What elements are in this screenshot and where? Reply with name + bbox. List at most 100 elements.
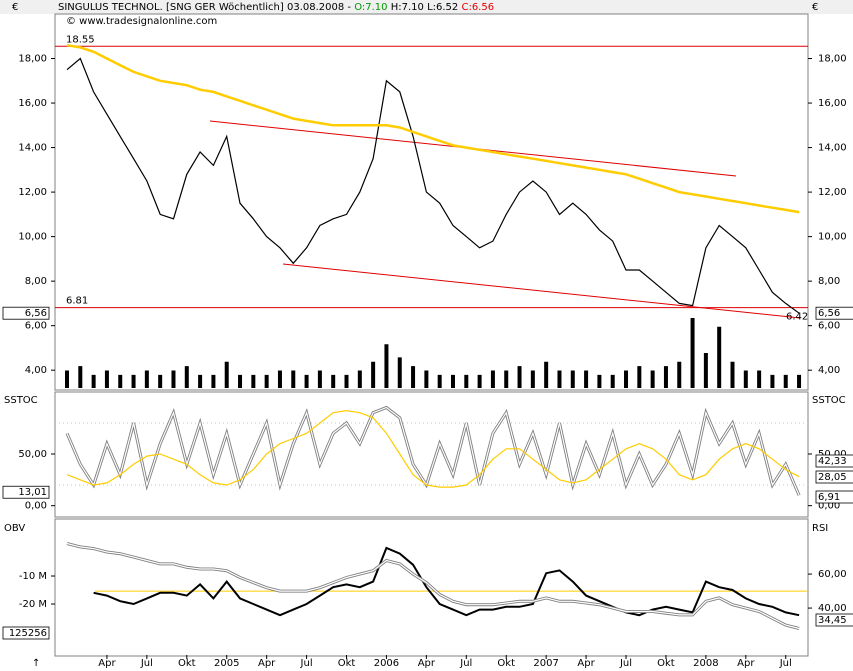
- volume-bar: [78, 366, 83, 388]
- x-tick-label: Jul: [300, 658, 313, 669]
- volume-bar: [264, 374, 269, 388]
- x-tick-label: Okt: [657, 658, 675, 669]
- volume-bar: [544, 361, 549, 388]
- volume-bar: [690, 318, 695, 388]
- volume-bar: [65, 370, 69, 388]
- volume-bar: [331, 374, 336, 388]
- y-tick-label: 14,00: [18, 143, 47, 154]
- y-tick-label: 6,00: [25, 321, 47, 332]
- panel-label: OBV: [4, 523, 25, 534]
- value-box: [815, 470, 853, 484]
- volume-bar: [251, 374, 256, 388]
- series-line: [66, 409, 800, 488]
- currency: €: [12, 2, 18, 13]
- x-tick-label: Okt: [497, 658, 515, 669]
- header: SINGULUS TECHNOL. [SNG GER Wöchentlich] …: [58, 2, 494, 13]
- volume-bar: [584, 370, 589, 388]
- volume-bar: [91, 374, 96, 388]
- volume-bar: [743, 370, 748, 388]
- series-line: [66, 542, 800, 630]
- volume-bar: [464, 374, 469, 388]
- volume-bar: [144, 370, 149, 388]
- x-tick-label: Okt: [338, 658, 356, 669]
- volume-bar: [450, 374, 455, 388]
- x-tick-label: Apr: [737, 658, 755, 669]
- volume-bar: [757, 370, 762, 388]
- trend-line: [282, 263, 801, 319]
- panel-frame: [54, 13, 809, 391]
- y-tick-label: 10,00: [818, 232, 847, 243]
- value-box: [2, 626, 50, 640]
- volume-bar: [238, 374, 243, 388]
- volume-bar: [397, 357, 402, 388]
- panel-label: SSTOC: [4, 395, 38, 406]
- volume-bar: [650, 370, 655, 388]
- volume-bar: [411, 366, 416, 388]
- value-box: [815, 454, 853, 468]
- y-tick-label: 8,00: [818, 276, 840, 287]
- y-tick-label: -10 M: [19, 571, 47, 582]
- volume-bar: [624, 370, 629, 388]
- volume-bar: [517, 366, 522, 388]
- volume-bar: [198, 374, 203, 388]
- volume-bar: [118, 374, 123, 388]
- y-tick-label: 12,00: [18, 187, 47, 198]
- volume-bar: [211, 374, 216, 388]
- volume-bar: [703, 353, 708, 388]
- volume-bar: [730, 361, 735, 388]
- x-tick-label: 2005: [214, 658, 239, 669]
- value-box: [815, 613, 853, 627]
- volume-bar: [490, 370, 495, 388]
- volume-bar: [184, 366, 189, 388]
- x-tick-label: 2006: [374, 658, 399, 669]
- x-tick-label: Apr: [418, 658, 436, 669]
- y-tick-label: 0,00: [818, 501, 840, 512]
- y-tick-label: 8,00: [25, 276, 47, 287]
- volume-bar: [797, 374, 802, 388]
- h-line-label: 18.55: [66, 34, 95, 45]
- volume-bar: [344, 374, 349, 388]
- series-line: [66, 57, 800, 314]
- volume-bar: [171, 370, 176, 388]
- x-tick-label: Jul: [140, 658, 153, 669]
- x-tick-label: Apr: [258, 658, 276, 669]
- header-bar: [0, 0, 853, 14]
- volume-bar: [131, 374, 136, 388]
- value-label: 6,91: [818, 492, 840, 503]
- volume-bar: [424, 370, 429, 388]
- x-tick-label: Jul: [619, 658, 632, 669]
- x-tick-label: Jul: [459, 658, 472, 669]
- volume-bar: [610, 374, 615, 388]
- x-tick-label: Okt: [178, 658, 196, 669]
- volume-bar: [597, 374, 602, 388]
- close: C:6.56: [461, 2, 494, 13]
- volume-bar: [663, 366, 668, 388]
- open: O:7.10: [354, 2, 387, 13]
- h-line-label: 6.81: [66, 296, 88, 307]
- value-label: 6,56: [818, 308, 840, 319]
- volume-bar: [277, 370, 282, 388]
- low-label: 6.42: [786, 311, 808, 322]
- y-tick-label: 0,00: [25, 501, 47, 512]
- high-low: H:7.10 L:6.52: [391, 2, 459, 13]
- volume-bar: [304, 374, 309, 388]
- volume-bar: [530, 370, 535, 388]
- volume-bar: [677, 361, 682, 388]
- volume-bar: [570, 370, 575, 388]
- value-box: [815, 306, 853, 320]
- x-tick-label: 2008: [693, 658, 718, 669]
- y-tick-label: 14,00: [818, 143, 847, 154]
- value-box: [2, 485, 50, 499]
- y2-tick-label: 40,00: [818, 603, 847, 614]
- y-tick-label: 16,00: [818, 98, 847, 109]
- value-label: 28,05: [818, 472, 847, 483]
- volume-bar: [504, 370, 509, 388]
- y-tick-label: 50,00: [818, 449, 847, 460]
- y-tick-label: 10,00: [18, 232, 47, 243]
- series-line: [66, 43, 800, 214]
- y-tick-label: 6,00: [818, 321, 840, 332]
- panel-label: RSI: [812, 523, 828, 534]
- series-line: [93, 546, 800, 617]
- volume-bar: [104, 370, 109, 388]
- x-tick-label: Apr: [577, 658, 595, 669]
